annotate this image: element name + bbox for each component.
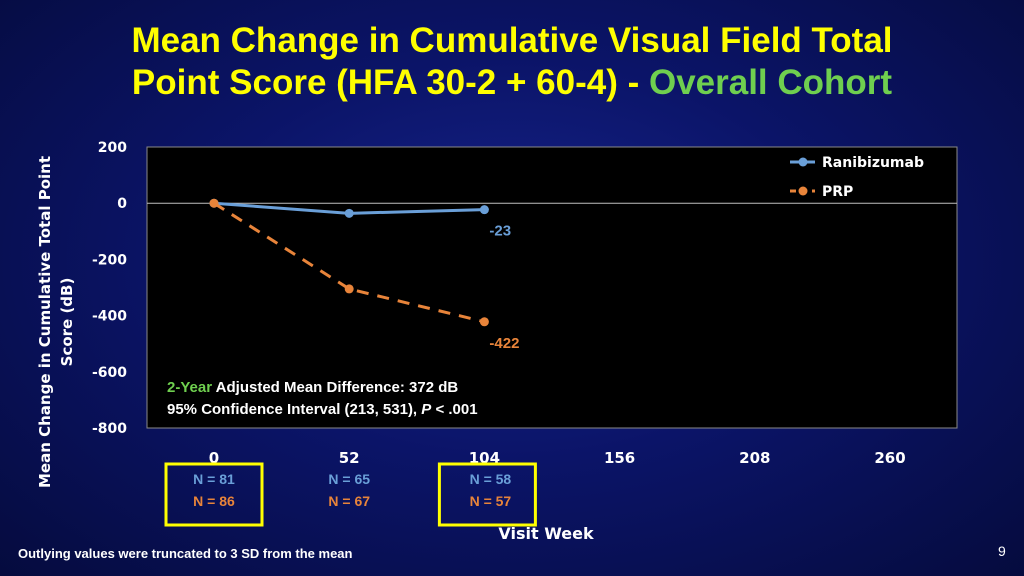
legend-marker-ranibizumab [798,157,808,167]
n-count-ranibizumab: N = 58 [470,471,512,487]
data-point-ranibizumab [479,205,489,215]
plot-area [146,146,958,429]
n-count-highlight-box [164,462,264,527]
n-count-ranibizumab: N = 65 [328,471,370,487]
data-label-ranibizumab: -23 [489,223,511,240]
x-tick-label: 208 [739,449,770,467]
n-count-prp: N = 57 [470,493,512,509]
n-count-prp: N = 67 [328,493,370,509]
title-line-2: Point Score (HFA 30-2 + 60-4) - Overall … [0,62,1024,104]
y-tick-label: -800 [92,421,127,437]
legend-label-prp: PRP [822,184,853,200]
data-point-ranibizumab [344,208,354,218]
annotation-line-2: 95% Confidence Interval (213, 531), P < … [167,401,478,418]
footnote: Outlying values were truncated to 3 SD f… [18,546,353,561]
y-tick-label: 0 [117,196,127,212]
y-tick-label: 200 [98,140,127,156]
y-axis-label: Mean Change in Cumulative Total Point Sco… [36,156,76,488]
n-count-prp: N = 86 [193,493,235,509]
data-label-prp: -422 [489,335,519,352]
y-tick-label: -200 [92,252,127,268]
x-axis-label: Visit Week [498,524,594,543]
annotation-line-1: 2-Year Adjusted Mean Difference: 372 dB [167,379,458,396]
n-count-ranibizumab: N = 81 [193,471,235,487]
title-accent: Overall Cohort [648,63,893,102]
title-main: Point Score (HFA 30-2 + 60-4) [131,63,618,102]
y-tick-label: -400 [92,309,127,325]
series-line-prp [213,201,485,324]
title-separator: - [617,63,649,102]
x-tick-label: 260 [874,449,905,467]
data-point-prp [344,284,354,294]
x-tick-label: 0 [209,449,219,467]
data-point-prp [479,317,489,327]
page-number: 9 [998,543,1006,559]
n-count-highlight-box [437,462,537,527]
x-tick-label: 156 [604,449,635,467]
legend-marker-prp [798,186,808,196]
y-tick-label: -600 [92,365,127,381]
legend-label-ranibizumab: Ranibizumab [822,155,924,171]
data-point-prp [209,198,219,208]
slide-title: Mean Change in Cumulative Visual Field T… [0,20,1024,104]
x-tick-label: 52 [339,449,360,467]
title-line-1: Mean Change in Cumulative Visual Field T… [131,21,893,60]
